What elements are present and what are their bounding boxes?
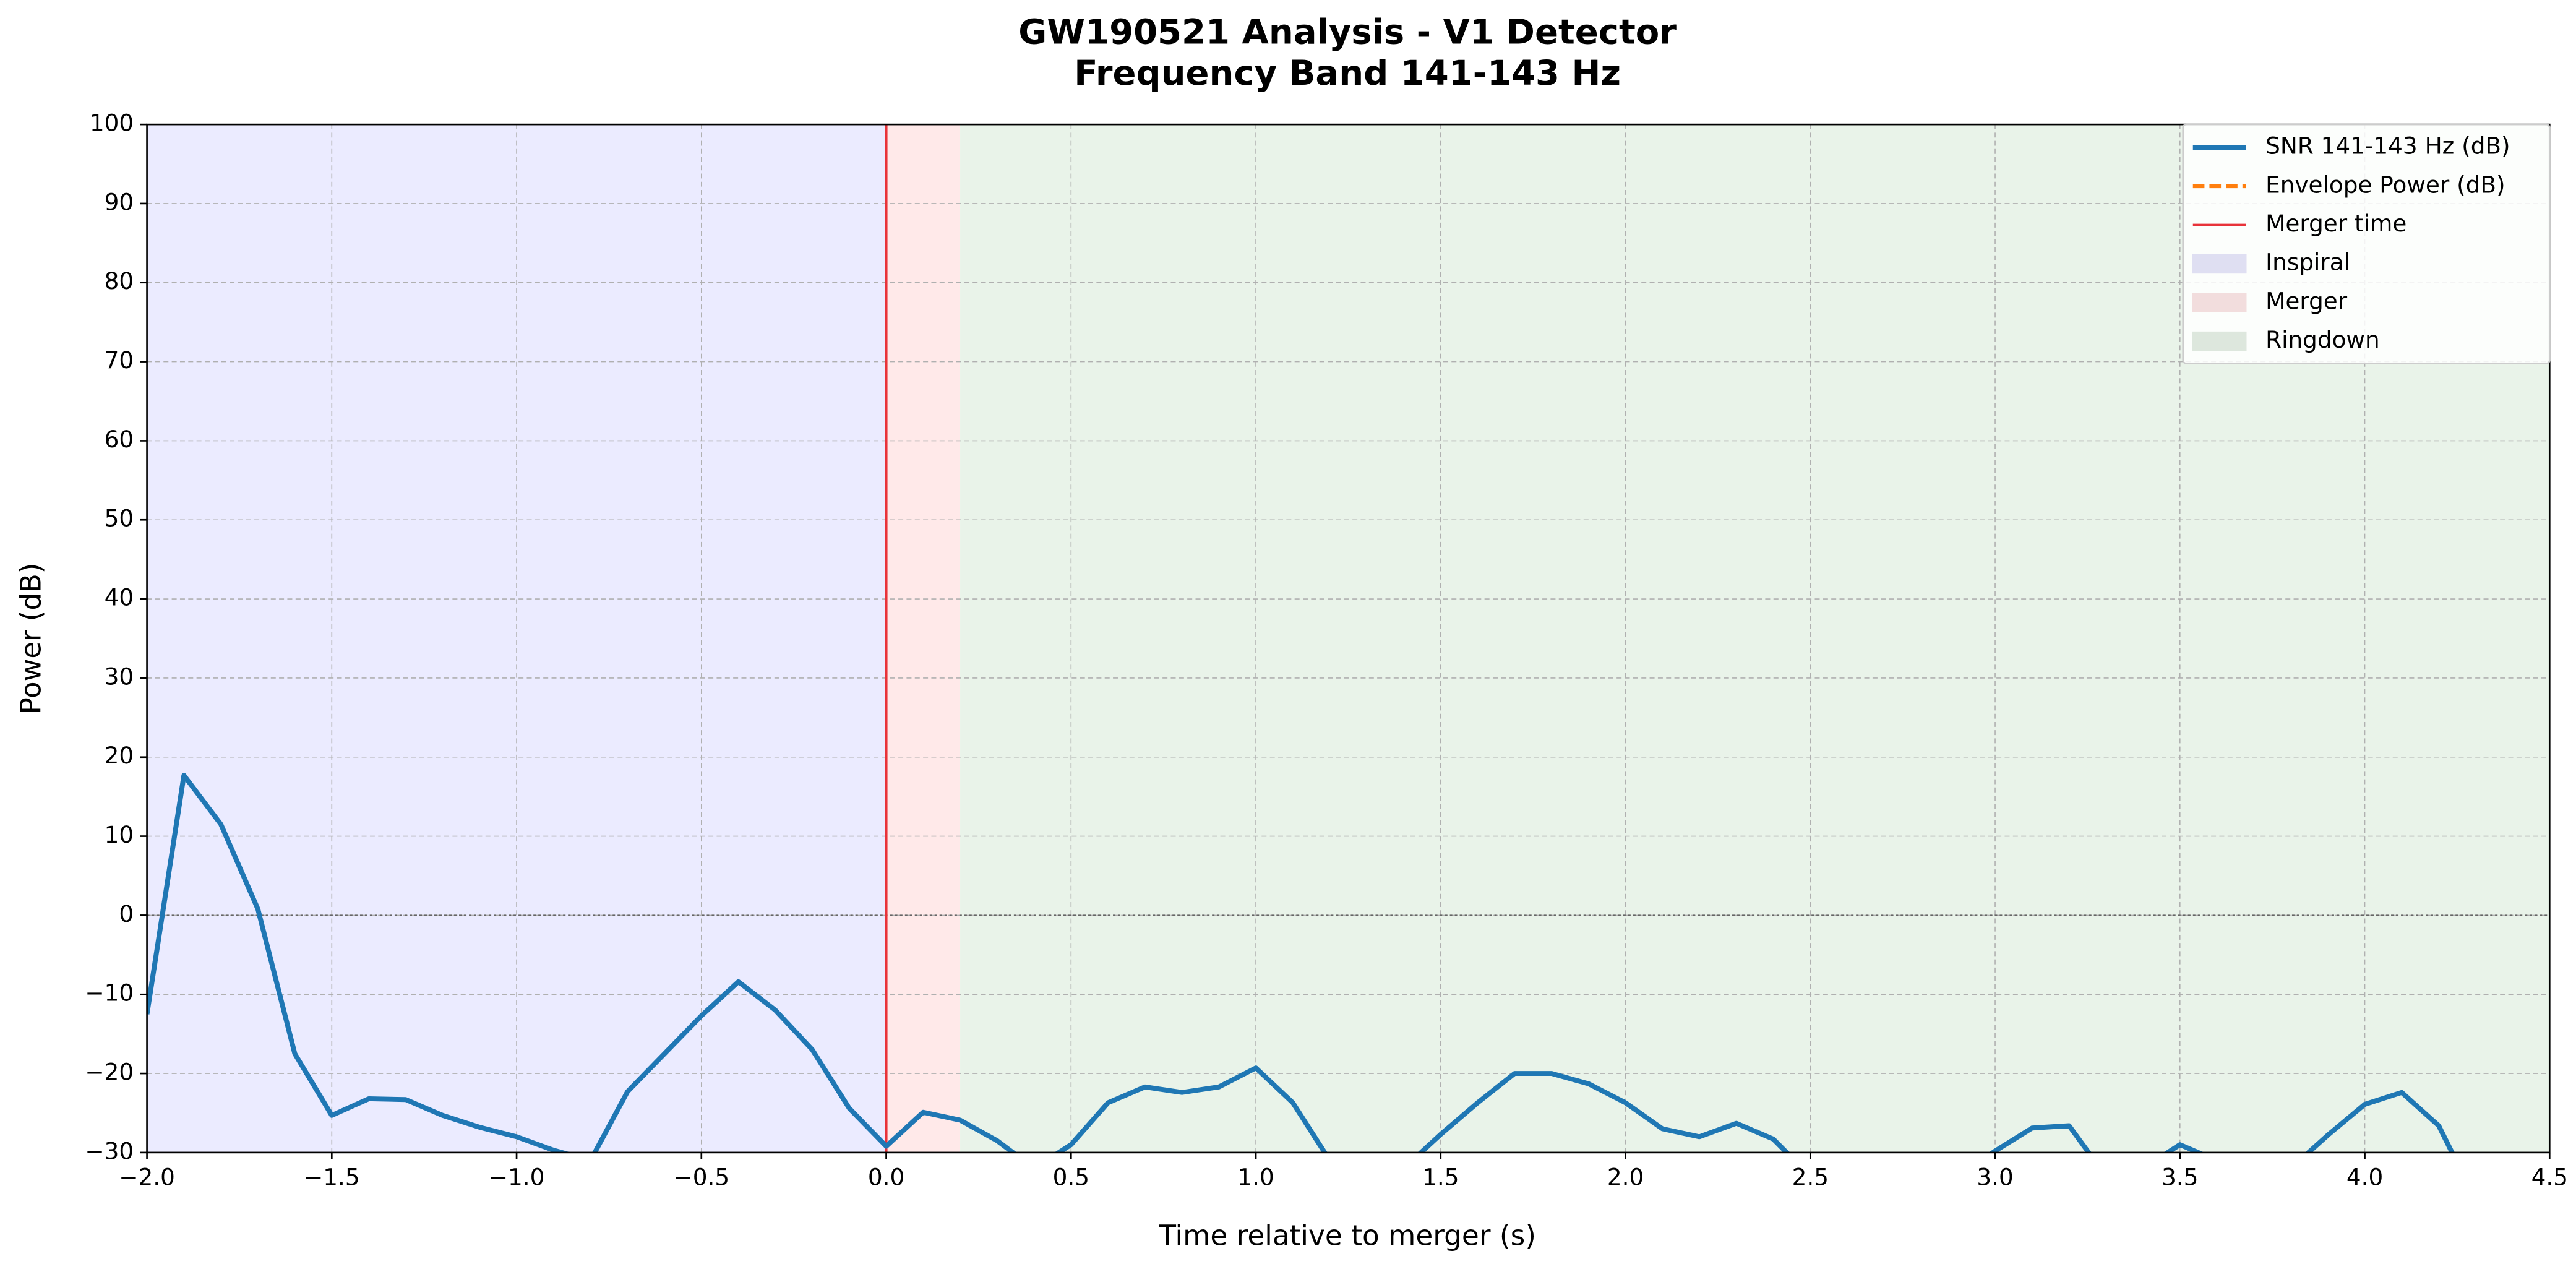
chart-subtitle: Frequency Band 141-143 Hz xyxy=(1074,53,1621,93)
y-tick-label: 70 xyxy=(105,346,134,374)
x-tick-label: 0.5 xyxy=(1053,1164,1089,1191)
x-tick-label: 2.0 xyxy=(1607,1164,1644,1191)
chart-title: GW190521 Analysis - V1 Detector xyxy=(1018,12,1677,53)
legend-box xyxy=(2182,123,2551,364)
x-tick-label: 4.0 xyxy=(2346,1164,2383,1191)
x-tick-label: 4.5 xyxy=(2531,1164,2568,1191)
y-tick-label: 90 xyxy=(105,189,134,216)
phase-region xyxy=(147,124,887,1153)
y-tick-label: 0 xyxy=(119,900,134,927)
x-axis-label: Time relative to merger (s) xyxy=(1158,1219,1536,1252)
y-tick-label: 40 xyxy=(105,584,134,611)
y-tick-label: −10 xyxy=(85,979,134,1007)
y-tick-label: −30 xyxy=(85,1137,134,1164)
legend-label: Ringdown xyxy=(2265,326,2379,353)
x-tick-label: −1.5 xyxy=(304,1164,360,1191)
x-tick-label: 1.0 xyxy=(1237,1164,1274,1191)
y-tick-label: 100 xyxy=(90,110,134,137)
data-line xyxy=(147,773,2455,1153)
legend-label: Merger time xyxy=(2265,210,2406,237)
y-tick-label: 80 xyxy=(105,267,134,295)
legend-swatch xyxy=(2192,331,2247,351)
x-tick-label: 2.5 xyxy=(1792,1164,1829,1191)
y-axis-label: Power (dB) xyxy=(14,563,47,715)
y-tick-label: 20 xyxy=(105,742,134,769)
x-tick-label: 3.0 xyxy=(1977,1164,2013,1191)
x-tick-label: −0.5 xyxy=(673,1164,729,1191)
legend-label: Envelope Power (dB) xyxy=(2265,171,2505,198)
y-tick-label: 10 xyxy=(105,821,134,848)
x-tick-label: 1.5 xyxy=(1422,1164,1459,1191)
y-tick-label: 60 xyxy=(105,426,134,453)
x-tick-label: −2.0 xyxy=(119,1164,175,1191)
phase-region xyxy=(886,124,961,1153)
x-tick-label: 3.5 xyxy=(2162,1164,2198,1191)
x-tick-label: 0.0 xyxy=(868,1164,904,1191)
legend-swatch xyxy=(2192,254,2247,274)
legend-label: SNR 141-143 Hz (dB) xyxy=(2265,132,2510,160)
legend-label: Merger xyxy=(2265,288,2348,315)
y-tick-label: 50 xyxy=(105,505,134,532)
plot-frame xyxy=(146,123,2551,1154)
y-tick-label: 30 xyxy=(105,663,134,690)
legend-label: Inspiral xyxy=(2265,249,2350,276)
y-tick-label: −20 xyxy=(85,1059,134,1086)
legend-swatch xyxy=(2192,293,2247,312)
x-tick-label: −1.0 xyxy=(489,1164,545,1191)
